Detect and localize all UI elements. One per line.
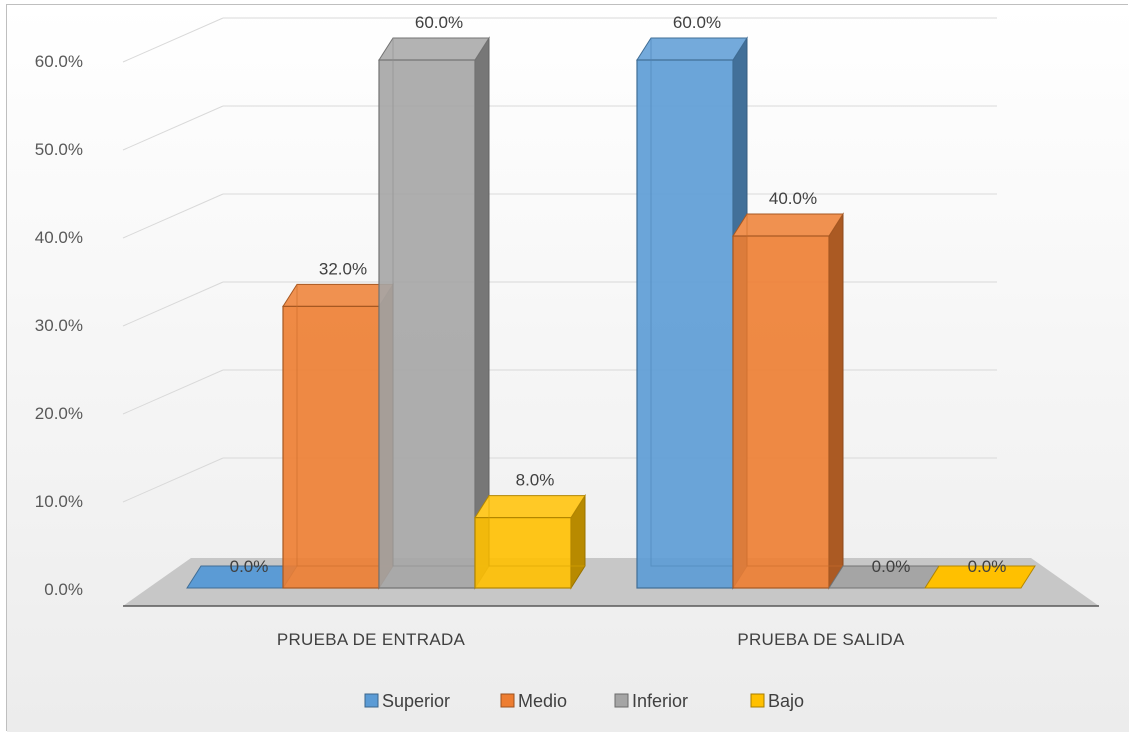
gridline-side	[122, 193, 224, 239]
y-tick-label: 50.0%	[35, 140, 83, 159]
chart-background	[7, 5, 1129, 732]
bar-superior-2	[636, 36, 748, 590]
gridline-side	[122, 369, 224, 415]
y-tick-label: 60.0%	[35, 52, 83, 71]
data-label-superior-1: 0.0%	[230, 557, 269, 576]
data-label-superior-2: 60.0%	[673, 13, 721, 32]
data-label-medio-1: 32.0%	[319, 259, 367, 278]
bar-front-face	[474, 516, 572, 589]
bar-back-edge	[392, 38, 489, 567]
data-label-inferior-2: 0.0%	[872, 557, 911, 576]
category-label: PRUEBA DE ENTRADA	[277, 630, 466, 649]
gridline-side	[122, 457, 224, 503]
data-label-bajo-2: 0.0%	[968, 557, 1007, 576]
legend: Superior Medio Inferior Bajo	[364, 691, 804, 711]
bar-front-face	[732, 235, 830, 589]
y-tick-label: 40.0%	[35, 228, 83, 247]
gridline-side	[122, 281, 224, 327]
bar-front-face	[282, 305, 380, 589]
legend-swatch-inferior	[614, 693, 629, 708]
chart-frame: 0.0% 10.0% 20.0% 30.0% 40.0% 50.0% 60.0% PRUEB…	[6, 4, 1129, 732]
legend-label-inferior: Inferior	[632, 691, 688, 711]
legend-swatch-superior	[364, 693, 379, 708]
bar-top-face	[732, 213, 844, 237]
y-tick-label: 30.0%	[35, 316, 83, 335]
legend-swatch-medio	[500, 693, 515, 708]
y-tick-label: 0.0%	[44, 580, 83, 599]
bar-back-edge	[650, 38, 747, 567]
legend-label-superior: Superior	[382, 691, 450, 711]
legend-swatch-bajo	[750, 693, 765, 708]
y-tick-label: 10.0%	[35, 492, 83, 511]
bar-top-face	[378, 37, 490, 61]
bar-top-face	[474, 495, 586, 519]
bar-top-face	[282, 283, 394, 307]
legend-label-medio: Medio	[518, 691, 567, 711]
bar-back-edge	[488, 495, 585, 567]
data-label-inferior-1: 60.0%	[415, 13, 463, 32]
bar-back-edge	[746, 214, 843, 567]
bar-back-edge	[296, 284, 393, 567]
data-label-bajo-1: 8.0%	[516, 471, 555, 490]
bar-side-face	[828, 212, 844, 590]
bar-front-face	[636, 59, 734, 589]
y-tick-label: 20.0%	[35, 404, 83, 423]
bar-top-face	[636, 37, 748, 61]
data-label-medio-2: 40.0%	[769, 189, 817, 208]
legend-label-bajo: Bajo	[768, 691, 804, 711]
category-label: PRUEBA DE SALIDA	[737, 630, 905, 649]
bar-zero-slab	[924, 565, 1036, 589]
gridline-side	[122, 105, 224, 151]
bar-front-face	[378, 59, 476, 589]
bar-medio-2	[732, 212, 844, 590]
gridline-side	[122, 17, 224, 63]
bar-medio-1	[282, 282, 394, 590]
bar-bajo-2	[924, 565, 1036, 589]
bar-inferior-1	[378, 36, 490, 590]
bar-bajo-1	[474, 493, 586, 590]
bar-chart: 0.0% 10.0% 20.0% 30.0% 40.0% 50.0% 60.0% PRUEB…	[7, 5, 1129, 732]
